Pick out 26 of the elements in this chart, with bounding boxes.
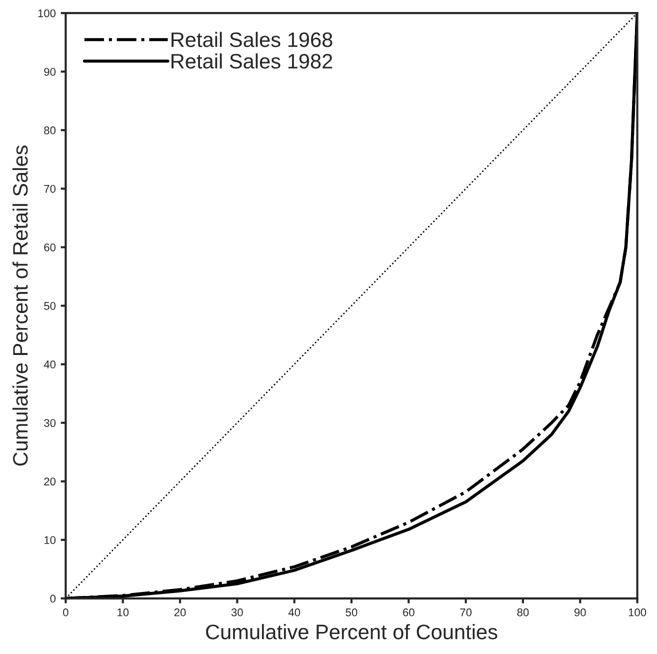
x-tick-label: 90 <box>574 608 586 616</box>
x-tick-label: 50 <box>346 608 358 616</box>
x-tick-label: 20 <box>174 608 186 616</box>
y-axis-title: Cumulative Percent of Retail Sales <box>12 146 28 466</box>
x-tick-label: 40 <box>288 608 300 616</box>
y-tick-label: 90 <box>44 68 56 76</box>
legend-label: Retail Sales 1968 <box>172 32 332 48</box>
x-tick-label: 80 <box>517 608 529 616</box>
y-tick-label: 100 <box>38 9 56 18</box>
y-tick-label: 20 <box>44 478 56 486</box>
x-tick-label: 10 <box>118 608 129 616</box>
y-tick-label: 10 <box>44 536 56 544</box>
x-tick-label: 30 <box>231 608 243 616</box>
y-tick-label: 60 <box>44 243 56 252</box>
x-tick-label: 70 <box>460 608 472 616</box>
x-tick-label: 60 <box>403 608 414 616</box>
y-tick-label: 70 <box>44 184 56 193</box>
y-tick-label: 50 <box>44 302 56 310</box>
legend-label: Retail Sales 1982 <box>172 53 332 69</box>
x-tick-label: 0 <box>63 608 68 616</box>
y-tick-label: 80 <box>44 126 56 134</box>
y-tick-label: 40 <box>44 360 56 368</box>
y-tick-label: 30 <box>44 419 56 427</box>
x-axis-title: Cumulative Percent of Counties <box>206 624 498 640</box>
y-tick-label: 0 <box>50 594 56 603</box>
x-tick-label: 100 <box>628 608 646 616</box>
